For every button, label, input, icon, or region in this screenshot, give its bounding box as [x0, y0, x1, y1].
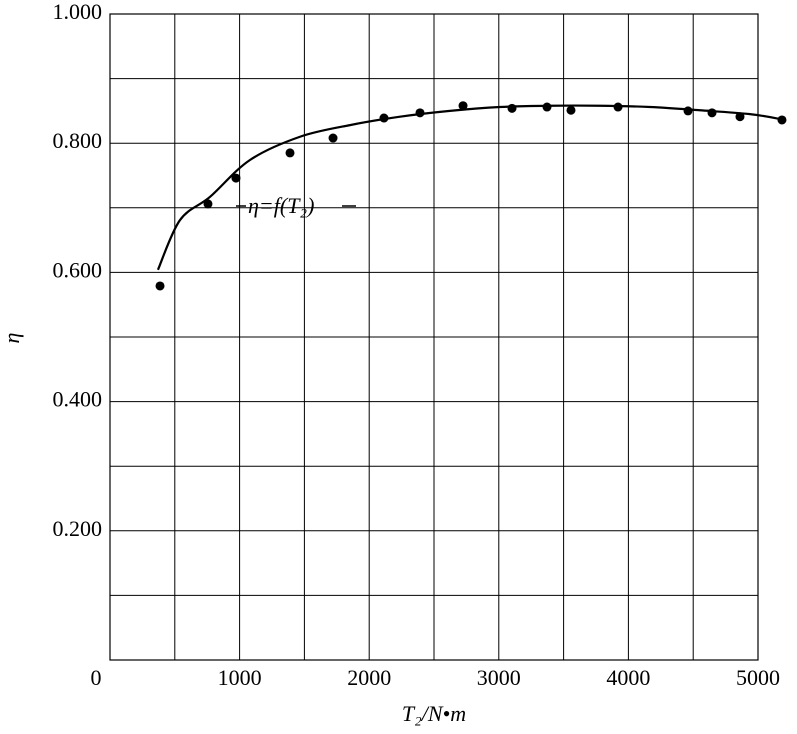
data-point	[203, 199, 213, 209]
x-tick-label: 2000	[347, 665, 391, 690]
y-axis-label: η	[0, 333, 24, 344]
data-point	[683, 106, 693, 116]
x-tick-label: 0	[91, 665, 102, 690]
data-point	[328, 133, 338, 143]
annotation: η=f(T₂)	[248, 193, 314, 218]
data-point	[566, 105, 576, 115]
fit-curve	[156, 104, 783, 271]
x-tick-label: 3000	[477, 665, 521, 690]
data-point	[155, 281, 165, 291]
x-axis-label: T₂/N•m	[402, 701, 466, 726]
y-tick-label: 0.200	[53, 516, 103, 541]
x-tick-label: 5000	[736, 665, 780, 690]
data-point	[707, 108, 717, 118]
data-point	[285, 148, 295, 158]
y-tick-label: 0.400	[53, 387, 103, 412]
data-point	[777, 115, 787, 125]
y-tick-label: 1.000	[53, 0, 103, 24]
data-point	[458, 101, 468, 111]
y-tick-label: 0.800	[53, 128, 103, 153]
data-point	[507, 103, 517, 113]
data-point	[542, 102, 552, 112]
x-tick-label: 4000	[606, 665, 650, 690]
y-tick-label: 0.600	[53, 257, 103, 282]
data-point	[231, 173, 241, 183]
x-tick-label: 1000	[218, 665, 262, 690]
